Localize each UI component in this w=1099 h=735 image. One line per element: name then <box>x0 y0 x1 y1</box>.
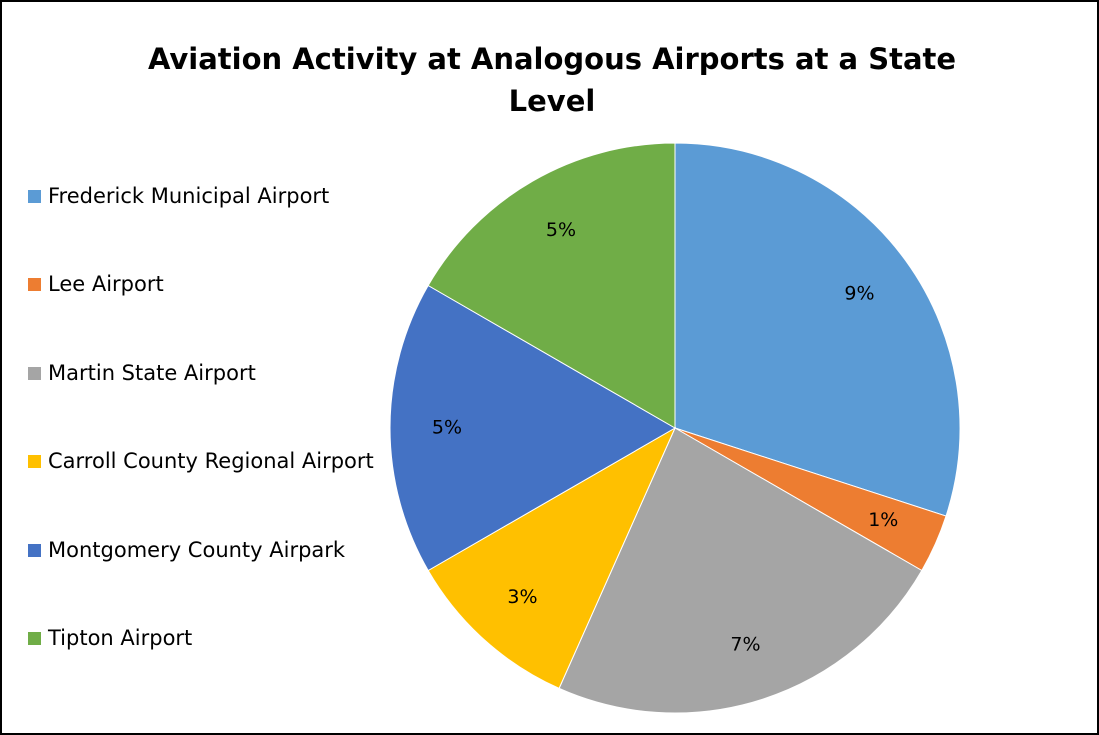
legend-label: Tipton Airport <box>48 625 193 650</box>
legend-entry: Martin State Airport <box>28 355 398 391</box>
pie-slice <box>427 142 676 429</box>
data-label: 9% <box>844 282 874 304</box>
legend-entry: Frederick Municipal Airport <box>28 178 398 214</box>
pie-slice <box>674 142 961 517</box>
pie-slice <box>558 427 923 714</box>
legend-entry: Tipton Airport <box>28 620 398 656</box>
legend-swatch <box>28 455 41 469</box>
legend-label: Martin State Airport <box>48 360 256 385</box>
legend-label: Carroll County Regional Airport <box>48 449 374 474</box>
data-label: 5% <box>432 417 462 439</box>
data-label: 7% <box>730 633 760 655</box>
pie-slice <box>427 426 677 690</box>
legend-swatch <box>28 190 41 203</box>
legend-entry: Carroll County Regional Airport <box>28 443 398 479</box>
legend-swatch <box>28 631 41 645</box>
data-label: 3% <box>507 586 537 608</box>
legend-entry: Montgomery County Airpark <box>28 532 398 568</box>
legend-entry: Lee Airport <box>28 266 398 302</box>
legend-label: Montgomery County Airpark <box>48 537 346 562</box>
data-label: 1% <box>868 509 898 531</box>
legend: Frederick Municipal Airport Lee Airport Ma… <box>28 178 398 656</box>
pie-slice <box>389 284 676 572</box>
chart-title: Aviation Activity at Analogous Airports … <box>147 42 957 118</box>
legend-swatch <box>28 278 41 292</box>
legend-swatch <box>28 366 41 380</box>
legend-label: Frederick Municipal Airport <box>48 184 330 208</box>
data-label: 5% <box>546 219 576 241</box>
legend-swatch <box>28 543 41 557</box>
legend-label: Lee Airport <box>48 272 164 297</box>
